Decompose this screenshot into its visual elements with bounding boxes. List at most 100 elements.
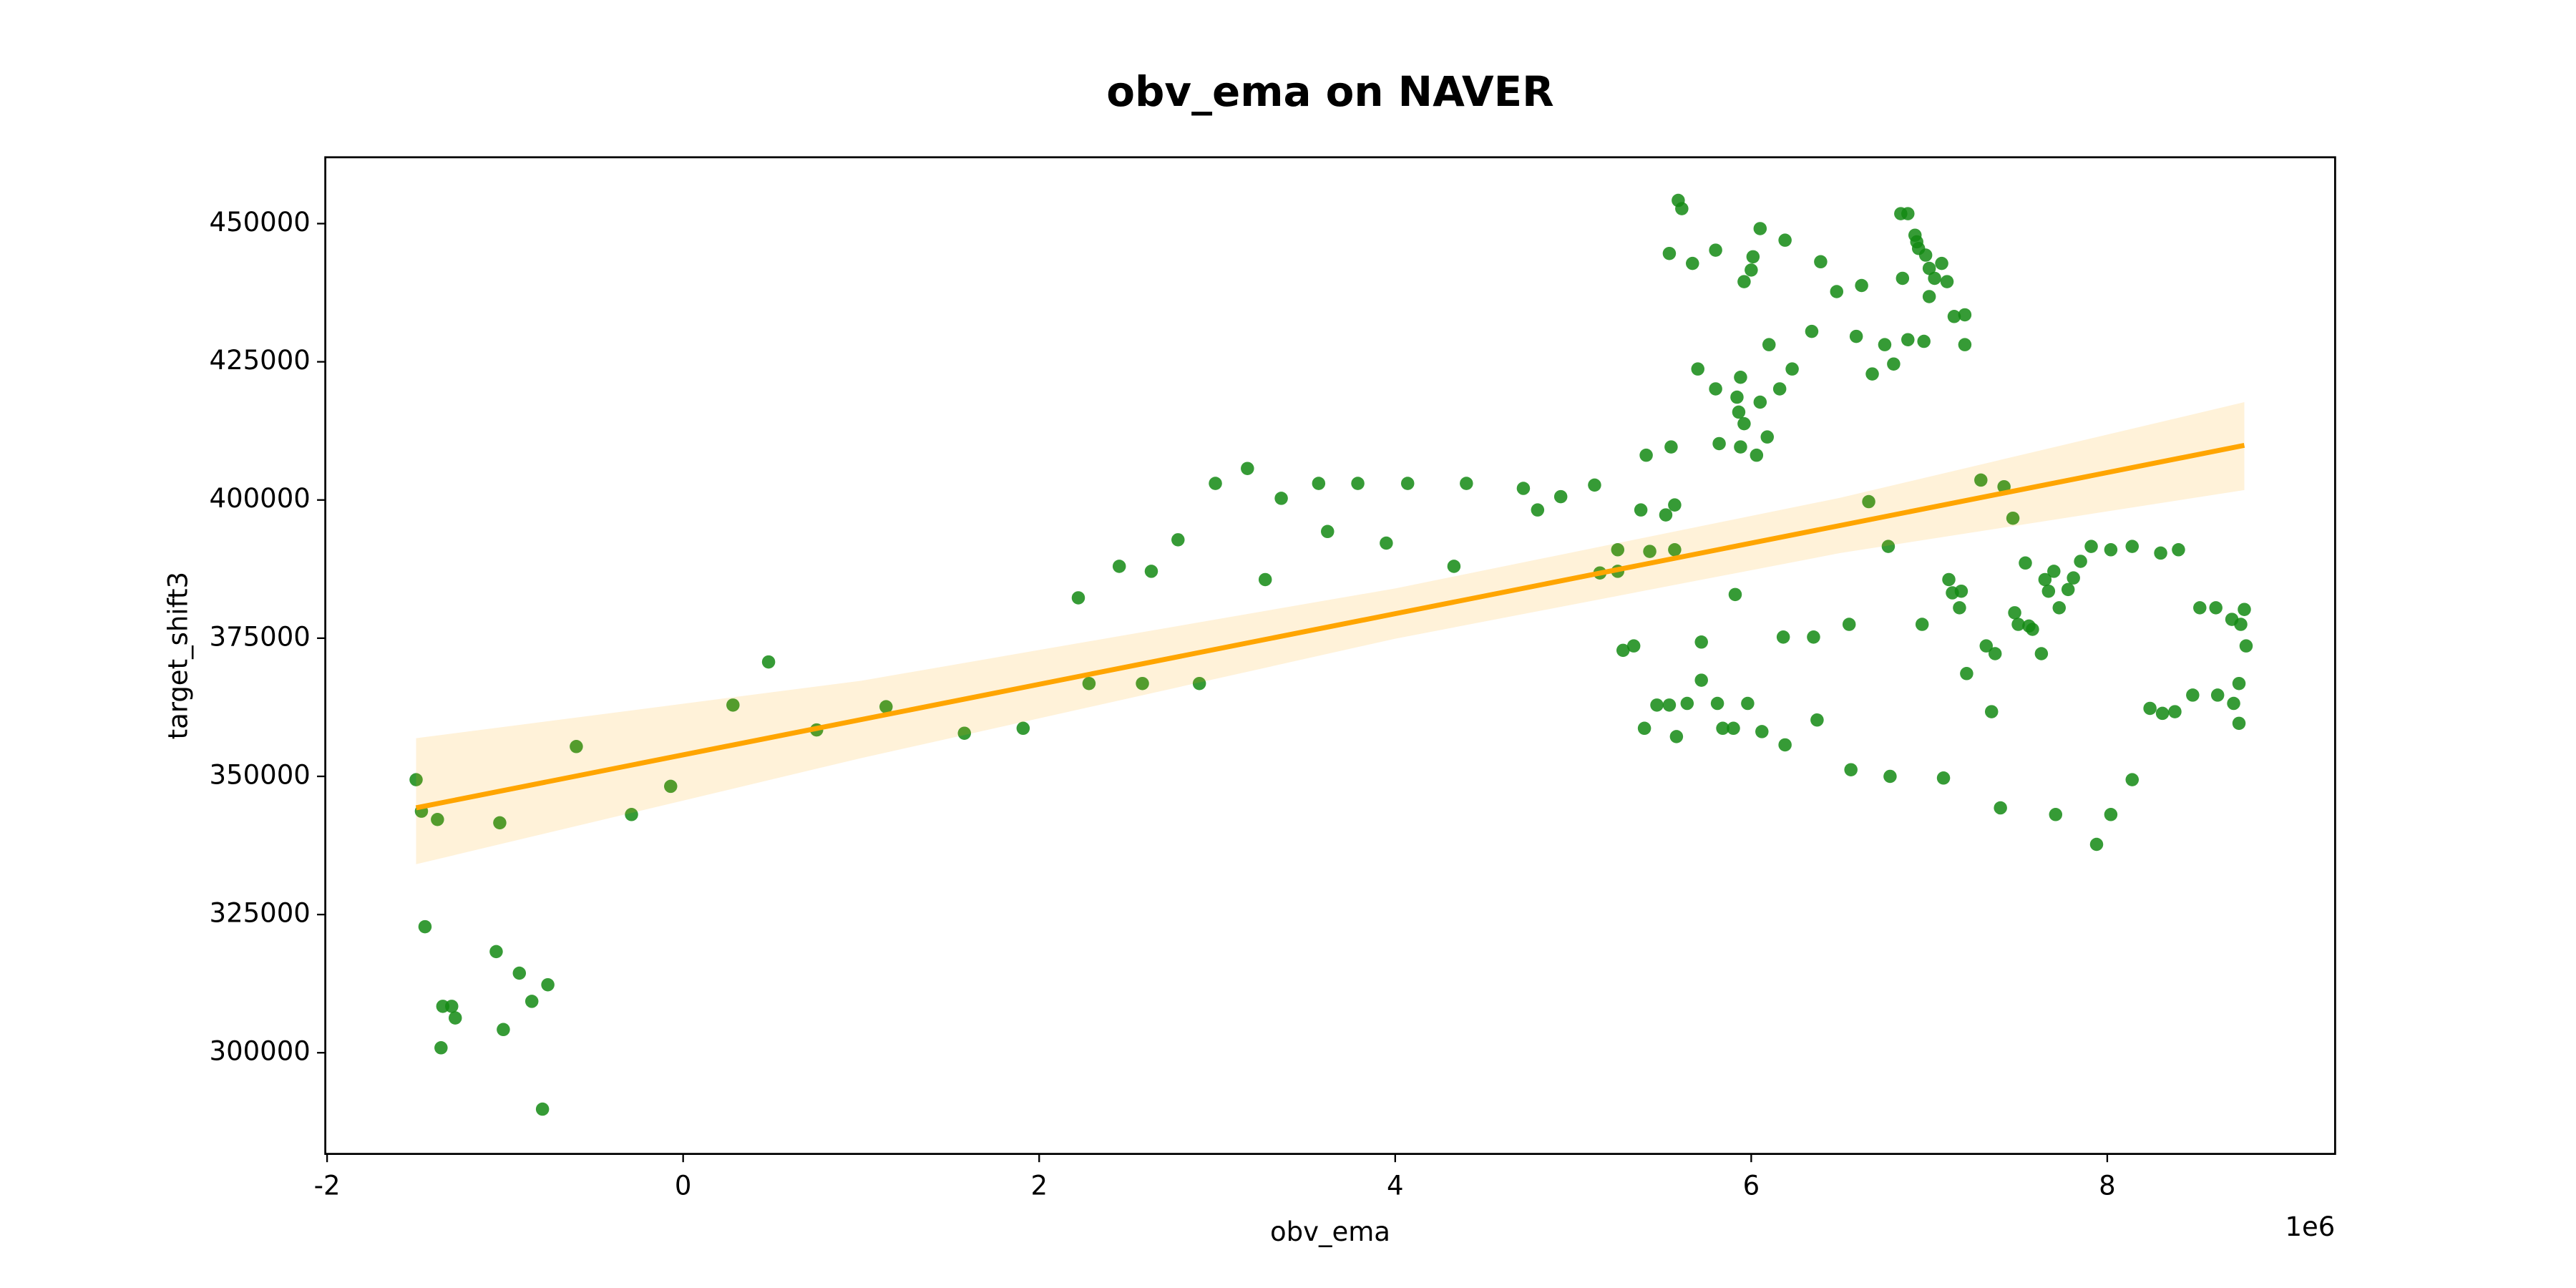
data-point [761,655,776,669]
data-point [2234,618,2248,631]
data-point [2186,688,2200,702]
data-point [1734,440,1747,454]
data-point [1865,367,1879,381]
data-point [1918,248,1933,262]
data-point [1691,362,1704,376]
y-tick-label: 300000 [210,1036,311,1067]
data-point [2172,543,2185,557]
y-tick-label: 450000 [210,207,311,238]
x-tick-label: 0 [675,1170,692,1201]
data-point [2104,808,2118,821]
data-point [1668,543,1682,557]
data-point [1805,324,1819,338]
data-point [1954,584,1968,598]
data-point [1830,285,1844,298]
data-point [418,919,432,934]
data-point [409,773,423,786]
data-point [2193,601,2207,615]
data-point [1760,430,1775,444]
data-point [1862,494,1875,509]
data-point [1351,477,1365,490]
data-point [1727,721,1740,736]
data-point [1709,243,1722,257]
data-point [1960,667,1974,680]
data-point [1737,416,1751,431]
y-tick-label: 325000 [210,898,311,929]
data-point [2155,706,2170,721]
data-point [1755,725,1769,738]
data-point [1730,390,1744,404]
data-point [1639,448,1653,462]
data-point [1974,473,1988,487]
y-tick-label: 425000 [210,345,311,376]
data-point [1716,721,1729,736]
data-point [2061,582,2075,597]
data-point [1516,482,1531,495]
data-point [1680,696,1694,711]
data-point [1936,771,1951,785]
data-point [1400,477,1415,490]
data-point [1810,713,1824,727]
data-point [1896,271,1910,286]
data-point [1778,233,1792,247]
y-tick-label: 350000 [210,759,311,790]
data-point [1112,560,1126,573]
data-point [2104,543,2118,557]
data-point [489,945,503,959]
data-point [2049,808,2063,821]
data-point [2227,696,2240,711]
data-point [1144,565,1158,578]
confidence-band [416,402,2245,864]
data-point [1709,382,1722,396]
data-point [1745,263,1758,277]
data-point [1734,370,1747,384]
data-point [1728,587,1742,602]
data-point [1710,696,1724,711]
data-point [1922,261,1936,275]
data-point [1136,676,1149,691]
data-point [1935,256,1948,270]
data-point [1842,618,1856,631]
data-point [2210,688,2225,702]
data-point [1274,492,1288,505]
data-point [1662,246,1677,260]
data-point [879,700,893,713]
data-point [1664,440,1678,454]
x-tick-label: 6 [1743,1170,1760,1201]
data-point [2067,571,2080,585]
data-point [1258,572,1272,587]
x-tick-label: 8 [2099,1170,2116,1201]
data-point [1947,310,1961,323]
data-point [1321,525,1335,539]
data-point [1844,763,1858,776]
data-point [1814,255,1828,269]
plot-frame [324,156,2336,1155]
data-point [1772,382,1787,396]
data-point [434,1041,448,1055]
data-point [1753,395,1767,409]
data-point [1016,721,1030,736]
data-point [1776,630,1790,644]
data-point [2089,837,2104,852]
data-point [1881,540,1896,553]
data-point [1712,436,1726,451]
data-point [1192,676,1206,691]
data-point [431,812,444,826]
data-point [1611,543,1625,557]
data-point [445,1000,459,1013]
data-point [1171,533,1185,547]
data-point [2125,773,2140,786]
data-point [1807,630,1820,644]
data-point [1659,508,1673,522]
data-point [1626,639,1641,653]
data-point [525,995,539,1008]
data-point [2232,676,2246,691]
data-point [1901,333,1915,346]
data-point [1878,338,1892,351]
data-point [1979,639,1994,653]
data-point [2074,555,2087,568]
data-point [1694,635,1708,649]
data-point [1940,275,1954,288]
data-point [1778,738,1792,752]
